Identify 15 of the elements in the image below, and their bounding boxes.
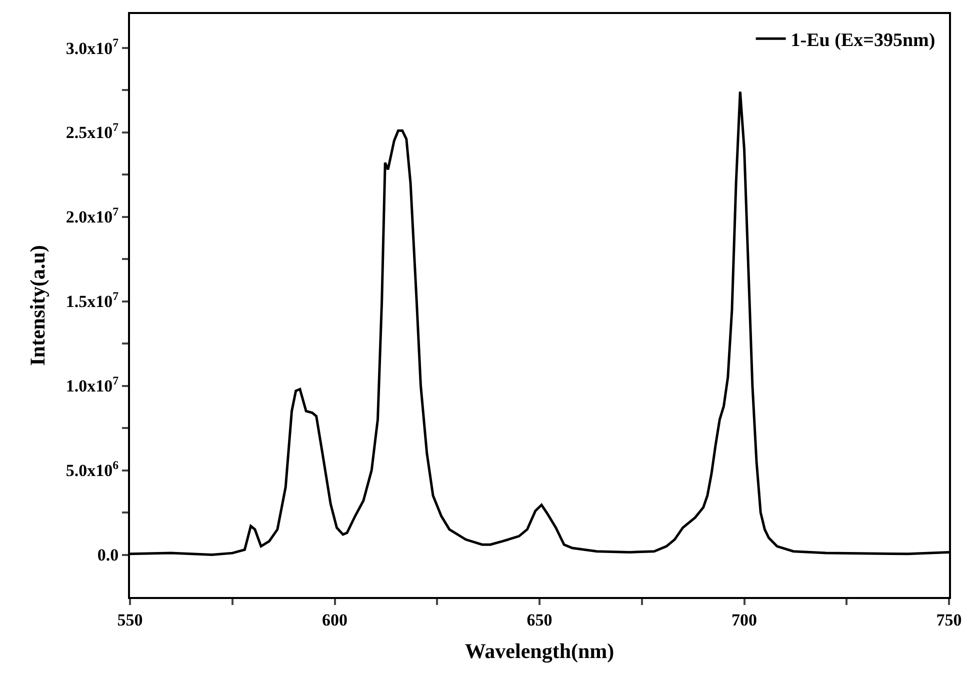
x-axis-title: Wavelength(nm) [464,639,614,664]
y-tick-label: 2.0x10$^{7}$ [66,204,119,227]
x-tick-label: 650 [526,610,552,630]
y-axis-title: Intensity(a.u) [26,245,50,366]
x-tick-label: 750 [936,610,962,630]
y-tick-label: 1.0x10$^{7}$ [66,374,119,396]
y-tick-label: 3.0x10$^{7}$ [66,36,119,58]
y-tick-label: 5.0x10$^{6}$ [66,458,119,480]
legend-label: 1-Eu (Ex=395nm) [790,30,936,52]
y-tick-label: 0.0 [97,546,119,565]
y-tick-label: 2.5x10$^{7}$ [66,120,119,142]
x-tick-label: 600 [322,610,348,630]
y-tick-label: 1.5x10$^{7}$ [66,289,119,312]
x-tick-label: 550 [117,610,143,630]
x-tick-label: 700 [732,610,757,630]
